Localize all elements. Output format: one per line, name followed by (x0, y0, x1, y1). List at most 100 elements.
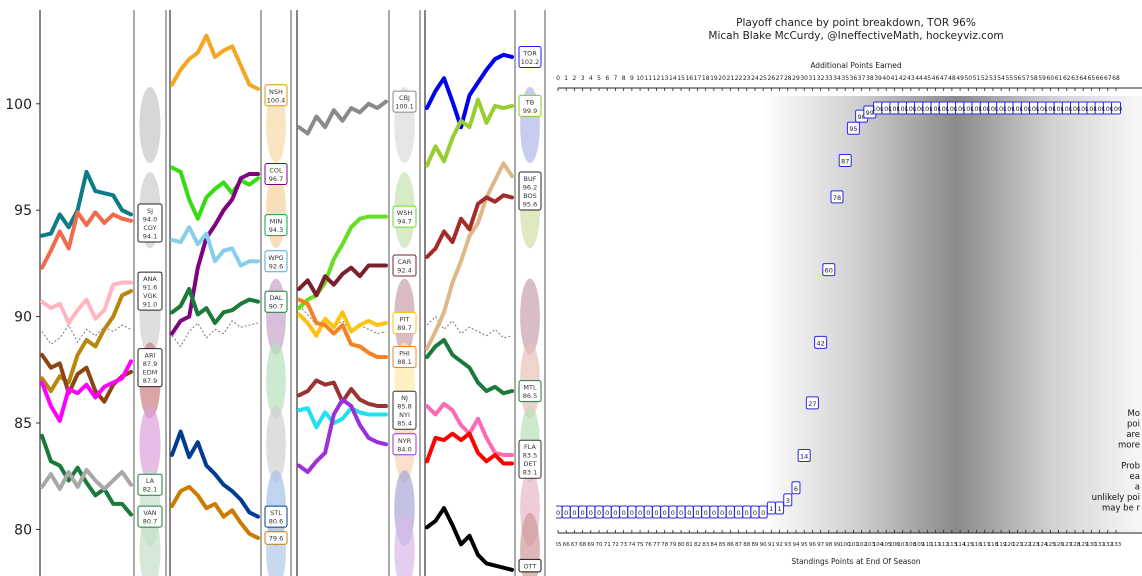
team-label-text: OTT (524, 562, 537, 570)
team-label-text: LA (146, 477, 155, 485)
chart-subtitle: Micah Blake McCurdy, @IneffectiveMath, h… (708, 30, 1003, 42)
team-trajectory (425, 431, 514, 466)
playoff-chance-value: 100 (1020, 105, 1032, 113)
team-label-text: DAL (270, 294, 283, 302)
top-tick-label: 10 (636, 75, 644, 82)
team-trajectory (40, 280, 133, 325)
team-label-box (137, 271, 163, 311)
bottom-tick-label: 130 (1086, 542, 1097, 548)
team-label-box (392, 205, 417, 228)
bottom-tick-label: 101 (848, 542, 859, 548)
bottom-tick-label: 87 (735, 542, 742, 548)
bottom-tick-label: 69 (587, 542, 594, 548)
legend-note-line: a (1135, 483, 1140, 493)
team-label-box (392, 390, 417, 430)
top-tick-label: 20 (718, 75, 726, 82)
bottom-tick-label: 79 (669, 542, 676, 548)
top-tick-label: 21 (727, 75, 735, 82)
bottom-tick-label: 102 (856, 542, 867, 548)
playoff-chance-box (846, 121, 860, 135)
top-tick-label: 8 (622, 75, 626, 82)
playoff-chance-value: 100 (1110, 105, 1122, 113)
top-tick-label: 66 (1096, 75, 1104, 82)
bottom-tick-label: 82 (694, 542, 701, 548)
y-tick-label: 85 (14, 416, 32, 432)
team-label-text: 91.6 (143, 284, 157, 292)
team-label-text: 92.6 (269, 262, 283, 270)
bottom-tick-label: 110 (922, 542, 933, 548)
bottom-tick-label: 131 (1094, 542, 1105, 548)
playoff-chance-value: 0 (605, 509, 609, 517)
team-trajectory (297, 214, 388, 311)
team-trajectory (40, 467, 133, 491)
top-tick-label: 25 (759, 75, 767, 82)
playoff-cutline (41, 324, 132, 345)
y-tick-label: 80 (14, 522, 32, 538)
playoff-chance-value: 100 (1093, 105, 1105, 113)
playoff-chance-box (838, 154, 852, 168)
bottom-tick-label: 128 (1070, 542, 1081, 548)
team-trajectory (40, 359, 133, 423)
team-trajectory (425, 97, 514, 168)
team-label-text: NYI (399, 411, 410, 419)
team-trajectory (170, 225, 260, 268)
bottom-tick-label: 103 (865, 542, 876, 548)
playoff-chance-box (791, 481, 801, 495)
playoff-chance-value: 1 (769, 505, 773, 513)
bottom-tick-label: 125 (1045, 542, 1056, 548)
top-tick-label: 19 (710, 75, 718, 82)
legend-note-line: Prob (1121, 462, 1140, 472)
playoff-chance-value: 100 (995, 105, 1007, 113)
team-trajectory (297, 397, 388, 474)
team-label-box (137, 473, 163, 496)
playoff-chance-value: 0 (736, 509, 740, 517)
playoff-chance-value: 0 (654, 509, 658, 517)
playoff-cutline (298, 305, 387, 335)
top-tick-label: 63 (1071, 75, 1079, 82)
team-label-text: 83.5 (523, 452, 537, 460)
team-label-text: 100.4 (267, 96, 286, 104)
bottom-tick-label: 77 (653, 542, 660, 548)
team-label-text: 100.1 (395, 103, 414, 111)
team-label-text: WSH (397, 209, 413, 217)
team-label-text: TB (525, 98, 534, 106)
playoff-chance-value: 42 (816, 339, 824, 347)
team-label-text: PIT (400, 315, 410, 323)
playoff-chance-value: 100 (905, 105, 917, 113)
team-label-text: NJ (401, 394, 408, 402)
top-tick-label: 68 (1112, 75, 1120, 82)
playoff-chance-box (822, 263, 836, 277)
legend-note-line: Mo (1127, 409, 1140, 419)
playoff-chance-value: 100 (970, 105, 982, 113)
playoff-chance-box (797, 448, 811, 462)
playoff-chance-value: 100 (1069, 105, 1081, 113)
bottom-tick-label: 96 (809, 542, 816, 548)
team-label-text: ANA (143, 275, 157, 283)
team-label-text: MIN (270, 218, 283, 226)
playoff-chance-value: 100 (937, 105, 949, 113)
team-label-text: CAR (398, 258, 412, 266)
team-trajectory (425, 338, 514, 396)
top-tick-label: 62 (1063, 75, 1071, 82)
team-label-text: 90.7 (269, 303, 283, 311)
team-label-text: NYR (398, 437, 412, 445)
playoff-chance-value: 100 (1044, 105, 1056, 113)
team-label-text: 89.7 (397, 324, 411, 332)
playoff-chance-box (783, 493, 793, 507)
top-tick-label: 23 (743, 75, 751, 82)
playoff-chance-value: 0 (728, 509, 732, 517)
bottom-tick-label: 83 (702, 542, 709, 548)
top-tick-label: 65 (1088, 75, 1096, 82)
team-label-text: 99.9 (523, 107, 537, 115)
legend-note-line: unlikely poi (1092, 493, 1140, 503)
playoff-chance-value: 27 (808, 400, 816, 408)
team-label-text: STL (270, 509, 282, 517)
top-tick-label: 59 (1038, 75, 1046, 82)
top-tick-label: 5 (597, 75, 601, 82)
team-label-text: EDM (143, 369, 158, 377)
bottom-axis-label: Standings Points at End Of Season (791, 557, 921, 566)
team-trajectory (425, 401, 514, 457)
top-tick-label: 16 (685, 75, 693, 82)
top-tick-label: 56 (1014, 75, 1022, 82)
playoff-chance-value: 0 (687, 509, 691, 517)
